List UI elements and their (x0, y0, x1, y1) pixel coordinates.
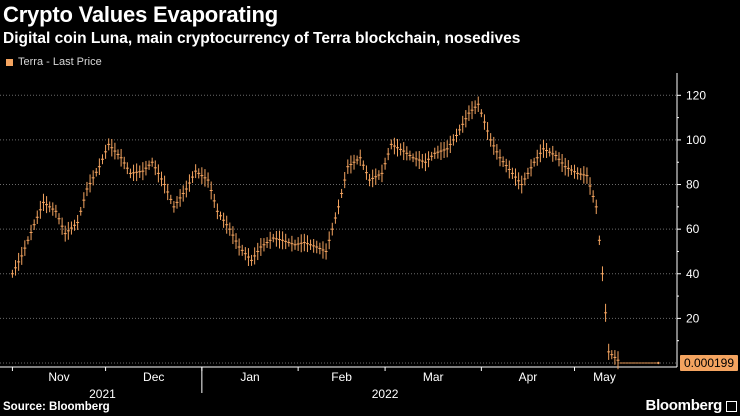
x-tick-label: Jan (240, 370, 259, 384)
y-tick-label: 20 (686, 311, 700, 325)
y-tick-label: 120 (686, 88, 706, 102)
x-tick-label: Apr (519, 370, 538, 384)
y-tick-label: 80 (686, 178, 700, 192)
x-tick-label: Feb (331, 370, 352, 384)
x-tick-label: May (593, 370, 616, 384)
y-tick-label: 60 (686, 222, 700, 236)
x-tick-label: Nov (48, 370, 69, 384)
last-value-box (680, 354, 738, 371)
legend-label: Terra - Last Price (18, 56, 102, 68)
bloomberg-logo: Bloomberg (645, 397, 723, 414)
y-tick-label: 100 (686, 133, 706, 147)
x-tick-label: Dec (143, 370, 164, 384)
x-year-label: 2022 (372, 387, 399, 401)
chart-subtitle: Digital coin Luna, main cryptocurrency o… (3, 30, 521, 47)
bloomberg-terminal-icon (726, 401, 737, 412)
last-point (657, 361, 660, 365)
x-year-label: 2021 (89, 387, 116, 401)
x-tick-label: Mar (423, 370, 444, 384)
y-tick-label: 40 (686, 267, 700, 281)
legend-swatch (6, 58, 13, 66)
source-note: Source: Bloomberg (3, 401, 110, 413)
last-value-label: 0.000199 (684, 356, 734, 370)
chart-title: Crypto Values Evaporating (3, 2, 278, 27)
legend: Terra - Last Price (6, 56, 102, 68)
